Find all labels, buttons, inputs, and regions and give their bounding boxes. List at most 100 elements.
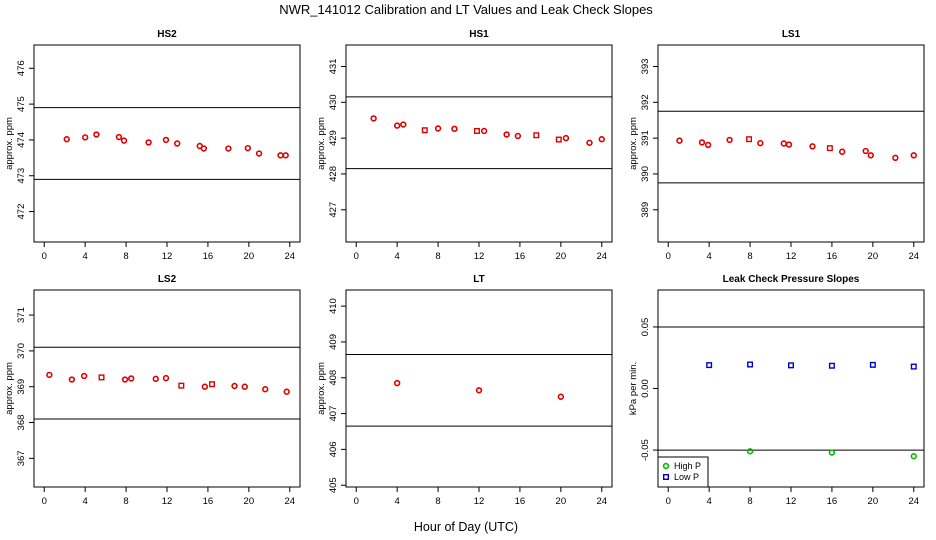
x-tick-label: 20 [556, 496, 567, 507]
data-point [910, 453, 917, 460]
data-point [826, 145, 833, 152]
x-tick-label: 12 [162, 496, 173, 507]
data-point [555, 136, 562, 143]
x-tick-label: 4 [83, 251, 88, 262]
x-tick-label: 8 [123, 496, 128, 507]
data-point [828, 449, 836, 456]
data-point [838, 148, 846, 155]
data-point [63, 136, 70, 143]
x-tick-label: 0 [666, 496, 671, 507]
data-point [828, 362, 835, 369]
data-point [787, 362, 794, 369]
x-tick-label: 24 [284, 496, 295, 507]
y-tick-label: 389 [640, 202, 651, 218]
data-point [255, 150, 263, 157]
legend-marker [662, 462, 670, 470]
x-tick-label: 12 [474, 251, 485, 262]
panel-lt: LT 0 4 8 12 16 20 24 405 406 407 408 409 410 approx. p… [316, 274, 613, 507]
series-0 [676, 136, 917, 162]
data-point [746, 136, 753, 143]
series-1 [746, 136, 833, 152]
y-tick-label: 368 [16, 415, 27, 431]
x-tick-label: 4 [707, 496, 712, 507]
y-tick-label: 370 [16, 343, 27, 359]
data-point [201, 383, 209, 390]
data-point [241, 383, 248, 390]
data-point [704, 141, 712, 149]
panel-title: HS1 [469, 29, 489, 40]
y-tick-label: 0.05 [640, 318, 651, 337]
panel-title: LS2 [158, 274, 177, 285]
x-tick-label: 16 [203, 251, 214, 262]
data-point [785, 141, 793, 148]
y-tick-label: 431 [328, 59, 339, 75]
panel-title: Leak Check Pressure Slopes [723, 274, 860, 285]
data-point [393, 379, 401, 387]
data-point [586, 139, 593, 146]
data-point [747, 361, 754, 368]
x-tick-label: 20 [244, 251, 255, 262]
y-axis-label: approx. ppm [4, 117, 15, 170]
data-point [162, 136, 170, 144]
y-tick-label: 367 [16, 450, 27, 466]
legend-marker [662, 474, 669, 481]
data-point [244, 144, 252, 152]
data-point [451, 125, 458, 133]
x-tick-label: 4 [83, 496, 88, 507]
series-0 [63, 131, 289, 159]
series-0 [746, 448, 917, 460]
data-point [98, 374, 105, 381]
data-point [81, 134, 89, 141]
x-tick-label: 8 [747, 496, 752, 507]
series-0 [370, 115, 605, 146]
x-tick-label: 0 [42, 251, 47, 262]
y-tick-label: 410 [328, 298, 339, 314]
x-tick-label: 20 [868, 251, 879, 262]
x-tick-label: 0 [666, 251, 671, 262]
y-tick-label: 0.00 [640, 379, 651, 398]
y-tick-label: 427 [328, 202, 339, 218]
data-point [757, 139, 764, 147]
y-tick-label: 473 [16, 168, 27, 184]
data-point [503, 131, 510, 138]
x-tick-label: 24 [596, 251, 607, 262]
data-point [282, 152, 289, 159]
y-tick-label: 405 [328, 477, 339, 493]
data-point [121, 376, 129, 383]
data-point [174, 140, 181, 147]
x-tick-label: 0 [354, 496, 359, 507]
x-tick-label: 12 [474, 496, 485, 507]
x-tick-label: 8 [123, 251, 128, 262]
data-point [178, 382, 185, 389]
data-point [726, 136, 733, 144]
data-point [475, 387, 483, 394]
data-point [80, 372, 88, 380]
series-0 [393, 379, 565, 400]
data-point [809, 143, 816, 150]
y-tick-label: 408 [328, 370, 339, 386]
y-tick-label: -0.05 [640, 439, 651, 461]
data-point [434, 125, 442, 132]
y-tick-label: 390 [640, 166, 651, 182]
series-1 [421, 127, 562, 143]
series-1 [706, 361, 917, 370]
data-point [867, 152, 875, 159]
data-point [145, 139, 152, 146]
data-point [231, 382, 238, 390]
panel-title: LT [473, 274, 484, 285]
data-point [869, 361, 876, 368]
data-point [115, 133, 123, 141]
panel-leak-check: Leak Check Pressure Slopes 0 4 8 12 16 20 24 -0.… [628, 274, 925, 507]
series-0 [46, 371, 290, 395]
figure-xlabel: Hour of Day (UTC) [414, 520, 518, 534]
y-tick-label: 371 [16, 307, 27, 323]
x-tick-label: 24 [596, 496, 607, 507]
x-tick-label: 4 [707, 251, 712, 262]
plot-frame [33, 289, 301, 488]
x-tick-label: 12 [786, 496, 797, 507]
x-tick-label: 4 [395, 496, 400, 507]
x-tick-label: 16 [827, 496, 838, 507]
x-tick-label: 24 [284, 251, 295, 262]
data-point [862, 147, 869, 155]
